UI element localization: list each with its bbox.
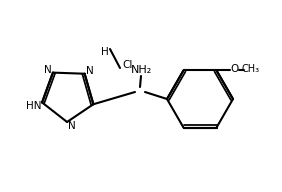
Text: N: N bbox=[68, 121, 76, 131]
Text: HN: HN bbox=[26, 101, 42, 111]
Text: CH₃: CH₃ bbox=[241, 65, 259, 74]
Text: N: N bbox=[86, 66, 94, 76]
Text: H: H bbox=[101, 47, 109, 57]
Text: NH₂: NH₂ bbox=[131, 65, 153, 75]
Text: O: O bbox=[230, 65, 239, 74]
Text: Cl: Cl bbox=[123, 60, 133, 70]
Text: N: N bbox=[44, 65, 52, 75]
